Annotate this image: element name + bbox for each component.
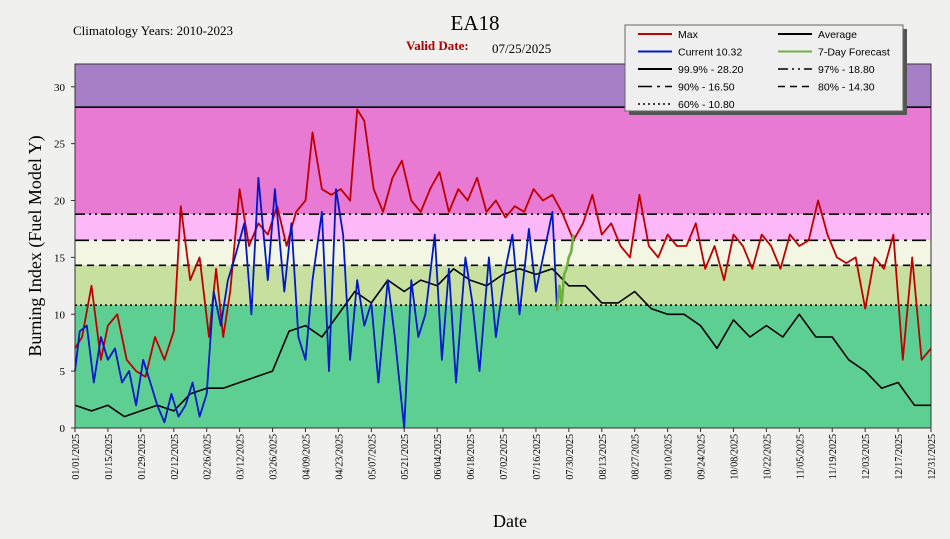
y-tick-label: 15 [54, 252, 66, 264]
legend-label: Average [818, 29, 857, 41]
climatology-label: Climatology Years: 2010-2023 [73, 23, 233, 38]
band-5 [75, 305, 931, 428]
x-tick-label: 07/16/2025 [532, 434, 543, 480]
legend: Max Average Current 10.32 7-Day Forecast 99.… [624, 24, 907, 115]
series-forecast [555, 234, 575, 311]
x-tick-label: 02/12/2025 [170, 434, 181, 480]
valid-date-label: Valid Date: [406, 38, 469, 53]
x-tick-label: 12/03/2025 [861, 434, 872, 480]
x-tick-label: 01/01/2025 [71, 434, 82, 480]
series-average [74, 268, 931, 418]
x-tick-label: 06/18/2025 [466, 434, 477, 480]
x-axis-label: Date [493, 511, 527, 531]
y-tick-label: 30 [54, 82, 66, 94]
x-tick-label: 12/17/2025 [894, 434, 905, 480]
chart-title: EA18 [451, 11, 500, 35]
data-series [74, 108, 932, 429]
y-tick-label: 20 [54, 196, 66, 208]
legend-label: Max [678, 29, 699, 41]
y-axis-label: Burning Index (Fuel Model Y) [25, 135, 46, 356]
legend-label: Current 10.32 [678, 47, 742, 59]
legend-label: 90% - 16.50 [678, 82, 735, 94]
x-tick-label: 08/27/2025 [631, 434, 642, 480]
band-1 [75, 107, 931, 215]
x-tick-label: 04/23/2025 [334, 434, 345, 480]
x-tick-label: 08/13/2025 [598, 434, 609, 480]
x-tick-label: 11/05/2025 [795, 434, 806, 479]
x-tick-label: 10/22/2025 [762, 434, 773, 480]
y-tick-label: 5 [60, 366, 66, 378]
x-tick-label: 01/15/2025 [104, 434, 115, 480]
legend-label: 7-Day Forecast [818, 47, 890, 59]
x-tick-label: 09/10/2025 [664, 434, 675, 480]
x-tick-label: 05/21/2025 [400, 434, 411, 480]
percentile-bands [75, 64, 931, 428]
x-tick-label: 03/26/2025 [269, 434, 280, 480]
x-axis: 01/01/2025 01/15/2025 01/29/2025 02/12/2025… [71, 428, 938, 480]
legend-label: 60% - 10.80 [678, 99, 735, 111]
x-tick-label: 12/31/2025 [927, 434, 938, 480]
legend-label: 97% - 18.80 [818, 64, 875, 76]
x-tick-label: 09/24/2025 [697, 434, 708, 480]
legend-label: 99.9% - 28.20 [678, 64, 744, 76]
x-tick-label: 01/29/2025 [137, 434, 148, 480]
legend-label: 80% - 14.30 [818, 82, 875, 94]
x-tick-label: 07/02/2025 [499, 434, 510, 480]
series-current [74, 176, 558, 429]
y-axis: 0 5 10 15 20 25 30 [54, 82, 75, 435]
x-tick-label: 03/12/2025 [236, 434, 247, 480]
x-tick-label: 07/30/2025 [565, 434, 576, 480]
x-tick-label: 04/09/2025 [301, 434, 312, 480]
y-tick-label: 0 [60, 423, 66, 435]
band-3 [75, 240, 931, 266]
y-tick-label: 25 [54, 139, 66, 151]
x-tick-label: 10/08/2025 [729, 434, 740, 480]
x-tick-label: 11/19/2025 [828, 434, 839, 479]
y-tick-label: 10 [54, 309, 66, 321]
x-tick-label: 02/26/2025 [203, 434, 214, 480]
x-tick-label: 05/07/2025 [367, 434, 378, 480]
valid-date-value: 07/25/2025 [492, 41, 551, 56]
band-2 [75, 214, 931, 241]
x-tick-label: 06/04/2025 [433, 434, 444, 480]
